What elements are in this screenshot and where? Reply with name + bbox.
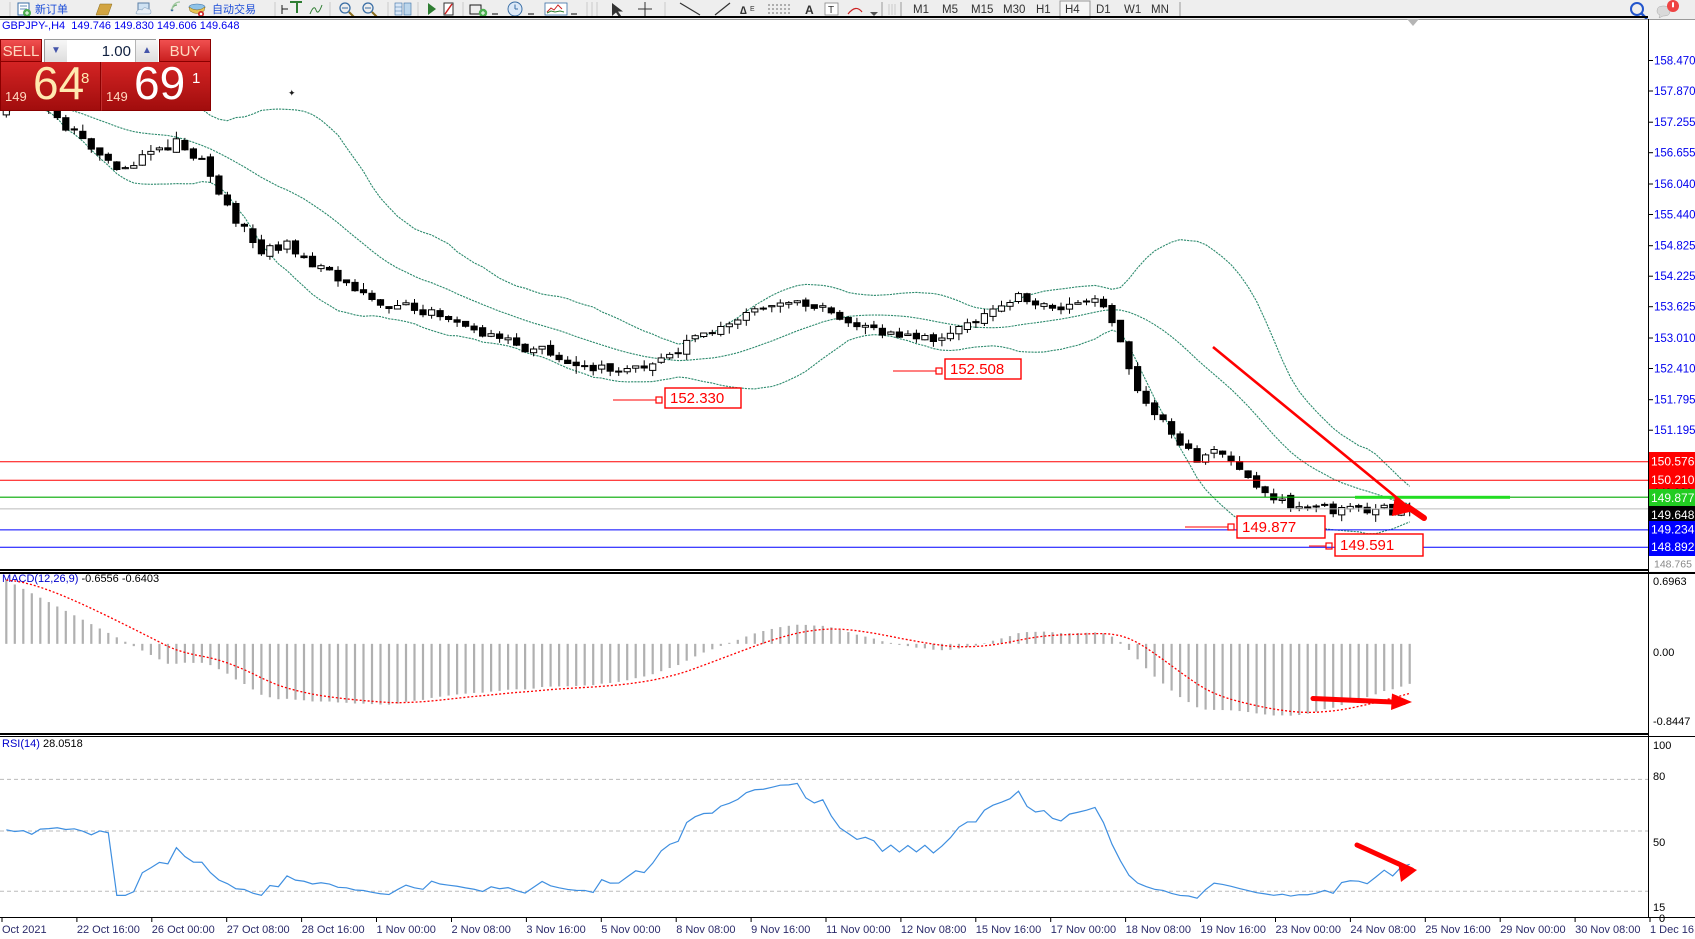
svg-text:W1: W1 xyxy=(1124,4,1141,16)
svg-text:17 Nov 00:00: 17 Nov 00:00 xyxy=(1051,924,1116,936)
svg-text:M15: M15 xyxy=(971,4,993,16)
svg-text:148.765: 148.765 xyxy=(1654,559,1692,571)
svg-text:12 Nov 08:00: 12 Nov 08:00 xyxy=(901,924,966,936)
svg-text:28 Oct 16:00: 28 Oct 16:00 xyxy=(302,924,365,936)
svg-text:152.410: 152.410 xyxy=(1654,364,1695,376)
svg-text:5 Nov 00:00: 5 Nov 00:00 xyxy=(601,924,660,936)
svg-text:151.195: 151.195 xyxy=(1654,425,1695,437)
svg-text:148.892: 148.892 xyxy=(1651,540,1695,554)
svg-text:Oct 2021: Oct 2021 xyxy=(2,924,47,936)
svg-text:M5: M5 xyxy=(942,4,958,16)
svg-text:26 Oct 00:00: 26 Oct 00:00 xyxy=(152,924,215,936)
svg-text:1 Nov 00:00: 1 Nov 00:00 xyxy=(377,924,436,936)
svg-text:154.825: 154.825 xyxy=(1654,241,1695,253)
svg-text:149.877: 149.877 xyxy=(1242,519,1296,536)
svg-text:2 Nov 08:00: 2 Nov 08:00 xyxy=(452,924,511,936)
svg-text:M1: M1 xyxy=(913,4,929,16)
svg-text:15 Nov 16:00: 15 Nov 16:00 xyxy=(976,924,1041,936)
svg-text:157.870: 157.870 xyxy=(1654,86,1695,98)
svg-text:3 Nov 16:00: 3 Nov 16:00 xyxy=(526,924,585,936)
svg-text:T: T xyxy=(828,5,834,16)
svg-text:MN: MN xyxy=(1151,4,1169,16)
svg-text:1 Dec 16:00: 1 Dec 16:00 xyxy=(1650,924,1695,936)
svg-text:11 Nov 00:00: 11 Nov 00:00 xyxy=(826,924,891,936)
svg-text:29 Nov 00:00: 29 Nov 00:00 xyxy=(1500,924,1565,936)
svg-text:150.210: 150.210 xyxy=(1651,473,1695,487)
svg-text:156.655: 156.655 xyxy=(1654,148,1695,160)
svg-text:154.225: 154.225 xyxy=(1654,271,1695,283)
svg-text:149.234: 149.234 xyxy=(1651,523,1695,537)
svg-text:23 Nov 00:00: 23 Nov 00:00 xyxy=(1276,924,1341,936)
svg-text:A: A xyxy=(805,3,814,17)
svg-text:24 Nov 08:00: 24 Nov 08:00 xyxy=(1350,924,1415,936)
svg-text:18 Nov 08:00: 18 Nov 08:00 xyxy=(1126,924,1191,936)
svg-text:8 Nov 08:00: 8 Nov 08:00 xyxy=(676,924,735,936)
svg-text:151.795: 151.795 xyxy=(1654,395,1695,407)
svg-text:149.877: 149.877 xyxy=(1651,491,1695,505)
svg-text:E: E xyxy=(750,6,755,13)
svg-text:22 Oct 16:00: 22 Oct 16:00 xyxy=(77,924,140,936)
svg-text:149.591: 149.591 xyxy=(1340,537,1394,554)
svg-text:157.255: 157.255 xyxy=(1654,117,1695,129)
svg-text:M30: M30 xyxy=(1003,4,1025,16)
svg-text:152.330: 152.330 xyxy=(670,390,724,407)
svg-text:H1: H1 xyxy=(1036,4,1051,16)
svg-text:150.576: 150.576 xyxy=(1651,455,1695,469)
svg-text:9 Nov 16:00: 9 Nov 16:00 xyxy=(751,924,810,936)
svg-text:152.508: 152.508 xyxy=(950,361,1004,378)
svg-text:D1: D1 xyxy=(1096,4,1111,16)
svg-text:19 Nov 16:00: 19 Nov 16:00 xyxy=(1201,924,1266,936)
svg-text:H4: H4 xyxy=(1065,4,1080,16)
svg-text:30 Nov 08:00: 30 Nov 08:00 xyxy=(1575,924,1640,936)
svg-text:155.440: 155.440 xyxy=(1654,210,1695,222)
svg-text:自动交易: 自动交易 xyxy=(212,2,256,16)
svg-text:27 Oct 08:00: 27 Oct 08:00 xyxy=(227,924,290,936)
svg-text:158.470: 158.470 xyxy=(1654,56,1695,68)
svg-text:153.625: 153.625 xyxy=(1654,302,1695,314)
svg-text:25 Nov 16:00: 25 Nov 16:00 xyxy=(1425,924,1490,936)
svg-text:新订单: 新订单 xyxy=(35,2,68,16)
svg-text:156.040: 156.040 xyxy=(1654,179,1695,191)
svg-text:153.010: 153.010 xyxy=(1654,333,1695,345)
